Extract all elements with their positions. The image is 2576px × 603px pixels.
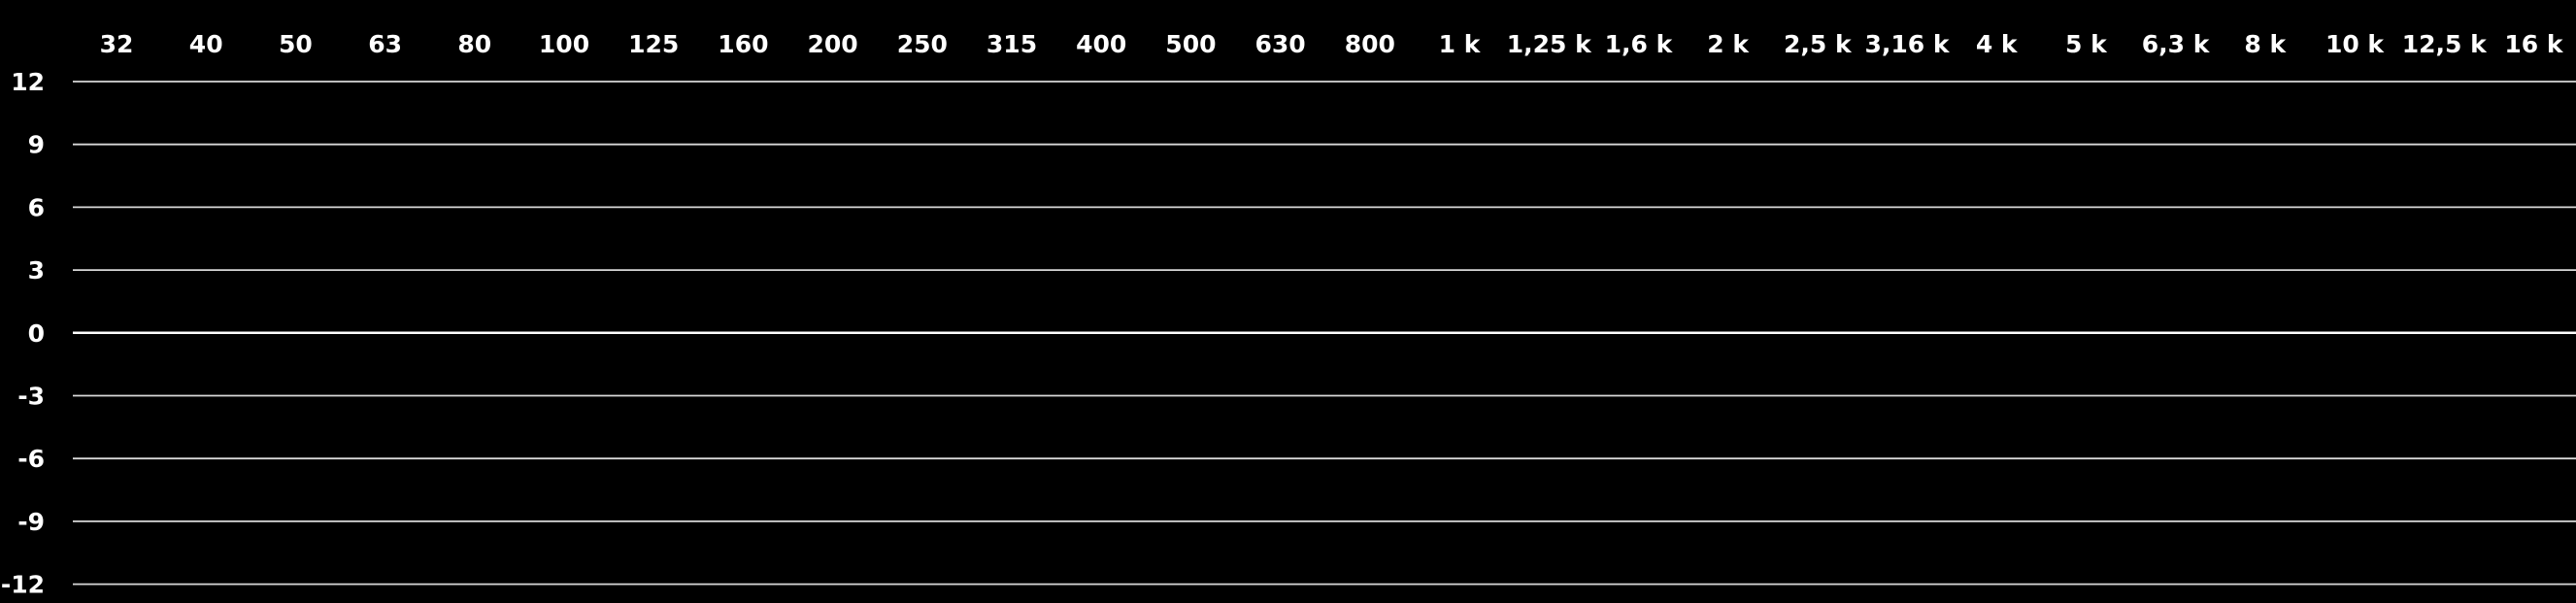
frequency-label: 10 k	[2325, 30, 2385, 58]
gain-gridlines	[73, 81, 2576, 586]
frequency-label: 3,16 k	[1864, 30, 1950, 58]
frequency-label: 160	[718, 30, 768, 58]
frequency-label: 80	[457, 30, 491, 58]
gain-label: -12	[1, 571, 45, 599]
gain-label: 9	[28, 131, 45, 159]
frequency-label: 1,25 k	[1507, 30, 1592, 58]
frequency-label: 500	[1165, 30, 1216, 58]
gain-label: -6	[17, 445, 45, 473]
frequency-label: 800	[1345, 30, 1395, 58]
frequency-label: 200	[808, 30, 858, 58]
frequency-label: 8 k	[2244, 30, 2287, 58]
frequency-label: 630	[1255, 30, 1306, 58]
frequency-label: 32	[100, 30, 134, 58]
frequency-label: 6,3 k	[2142, 30, 2211, 58]
frequency-label: 4 k	[1976, 30, 2019, 58]
frequency-label: 12,5 k	[2402, 30, 2488, 58]
gain-label: 0	[28, 319, 45, 348]
gain-label: 12	[11, 68, 45, 96]
frequency-label: 400	[1076, 30, 1126, 58]
frequency-label: 63	[368, 30, 402, 58]
gain-axis: 12 9 6 3 0 -3 -6 -9 -12	[1, 68, 45, 599]
frequency-label: 40	[189, 30, 223, 58]
gain-label: -9	[17, 508, 45, 536]
frequency-label: 2,5 k	[1784, 30, 1853, 58]
frequency-label: 315	[987, 30, 1037, 58]
frequency-label: 16 k	[2504, 30, 2563, 58]
frequency-label: 100	[539, 30, 589, 58]
frequency-label: 1,6 k	[1605, 30, 1674, 58]
gain-label: 6	[28, 193, 45, 221]
frequency-axis: 32 40 50 63 80 100 125 160 200 250 315 400 500 630 800…	[100, 30, 2564, 58]
frequency-label: 2 k	[1707, 30, 1750, 58]
frequency-label: 50	[279, 30, 313, 58]
gain-label: 3	[28, 256, 45, 285]
frequency-label: 250	[897, 30, 948, 58]
frequency-label: 125	[628, 30, 679, 58]
frequency-label: 5 k	[2065, 30, 2108, 58]
frequency-label: 1 k	[1439, 30, 1482, 58]
gain-label: -3	[17, 383, 45, 411]
